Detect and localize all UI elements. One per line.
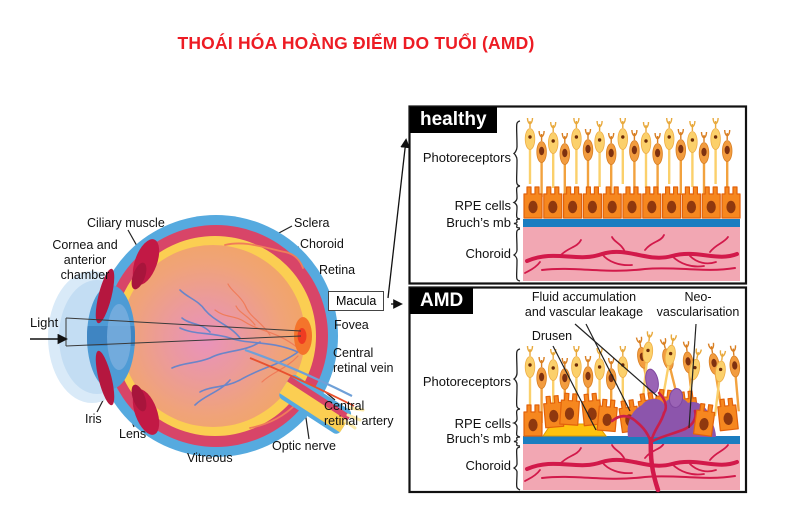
label-choroid-eye: Choroid (300, 237, 344, 251)
label-central-retinal-vein: Central retinal vein (333, 346, 394, 375)
label-central-retinal-artery: Central retinal artery (324, 399, 394, 428)
macula-arrows (387, 138, 410, 309)
label-macula-box: Macula (328, 291, 385, 311)
page-title: THOÁI HÓA HOÀNG ĐIỂM DO TUỔI (AMD) (177, 33, 535, 53)
label-fovea: Fovea (334, 318, 369, 332)
label-cornea-anterior-chamber: Cornea and anterior chamber (52, 238, 118, 282)
healthy-label-rpe-cells: RPE cells (454, 198, 511, 213)
amd-choroid (523, 444, 740, 490)
retinal-veins (171, 289, 299, 406)
macula-to-healthy-arrow (387, 138, 410, 299)
healthy-choroid-vessels (524, 234, 739, 274)
healthy-tissue-illustration (523, 117, 741, 281)
amd-label-drusen: Drusen (531, 329, 573, 343)
eye-illustration (30, 215, 365, 457)
ciliary-detail (131, 384, 147, 412)
amd-label-fluid-accumulation: Fluid accumulation and vascular leakage (524, 290, 644, 319)
amd-label-bruchs-mb: Bruch’s mb (446, 431, 511, 446)
central-retinal-artery-line (249, 357, 355, 407)
label-vitreous: Vitreous (187, 451, 233, 465)
amd-choroid-vessels (524, 442, 739, 482)
amd-panel-title: AMD (410, 288, 474, 314)
lens (107, 304, 131, 370)
healthy-bruchs-membrane (523, 219, 740, 227)
amd-label-rpe-cells: RPE cells (454, 416, 511, 431)
healthy-panel-title: healthy (410, 107, 497, 133)
amd-tissue-illustration (523, 330, 745, 493)
layer-braces (511, 120, 521, 491)
label-light: Light (30, 315, 59, 330)
iris-top (95, 268, 115, 324)
healthy-label-photoreceptors: Photoreceptors (422, 150, 511, 165)
label-sclera: Sclera (294, 216, 330, 230)
amd-label-neovascularisation: Neo- vascularisation (656, 290, 740, 319)
fluid-blob (645, 368, 659, 394)
iris-bottom (95, 350, 115, 406)
central-retinal-vein-line (244, 348, 353, 397)
amd-label-choroid: Choroid (465, 458, 511, 473)
label-retina: Retina (319, 263, 356, 277)
vitreous-body (121, 245, 305, 427)
ciliary-detail (131, 262, 147, 290)
optic-nerve-band (279, 374, 352, 434)
healthy-label-choroid: Choroid (465, 246, 511, 261)
healthy-label-bruchs-mb: Bruch’s mb (446, 215, 511, 230)
optic-nerve-fan (343, 406, 365, 430)
fovea-spot (297, 328, 307, 344)
label-optic-nerve: Optic nerve (272, 439, 336, 453)
label-ciliary-muscle: Ciliary muscle (87, 216, 165, 230)
fluid-blob (668, 388, 684, 408)
amd-bruchs-membrane (523, 436, 740, 444)
amd-label-photoreceptors: Photoreceptors (422, 374, 511, 389)
label-iris: Iris (85, 412, 102, 426)
label-lens: Lens (119, 427, 147, 441)
